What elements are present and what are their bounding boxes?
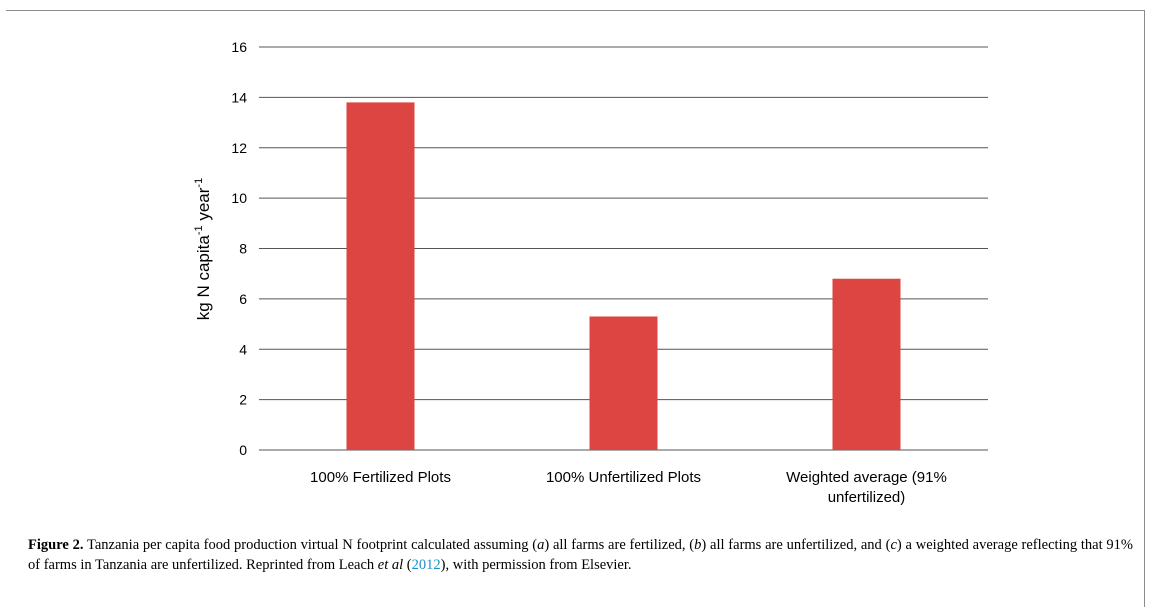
figure-caption: Figure 2. Tanzania per capita food produ…: [28, 537, 1134, 573]
y-tick-label: 10: [231, 190, 247, 206]
y-tick-label: 6: [239, 291, 247, 307]
x-category-label: Weighted average (91% unfertilized): [786, 469, 947, 506]
y-axis-label: kg N capita-1 year-1: [193, 178, 213, 320]
x-category-label: 100% Unfertilized Plots: [546, 469, 701, 486]
bar: [589, 316, 658, 450]
y-tick-label: 4: [239, 341, 247, 357]
bars: [346, 102, 901, 450]
y-tick-label: 12: [231, 140, 247, 156]
y-tick-label: 2: [239, 392, 247, 408]
y-tick-label: 16: [231, 39, 247, 55]
x-category-labels: 100% Fertilized Plots 100% Unfertilized P…: [310, 469, 947, 506]
figure-frame: [6, 10, 1145, 607]
x-category-label: 100% Fertilized Plots: [310, 469, 451, 486]
bar: [832, 278, 901, 450]
y-tick-label: 0: [239, 442, 247, 458]
reference-year-link[interactable]: 2012: [411, 557, 441, 573]
caption-label: Figure 2.: [28, 537, 84, 553]
y-tick-label: 8: [239, 241, 247, 257]
bar: [346, 102, 415, 450]
y-tick-label: 14: [231, 89, 247, 105]
y-tick-labels: 0 2 4 6 8 10 12 14 16: [231, 39, 247, 458]
